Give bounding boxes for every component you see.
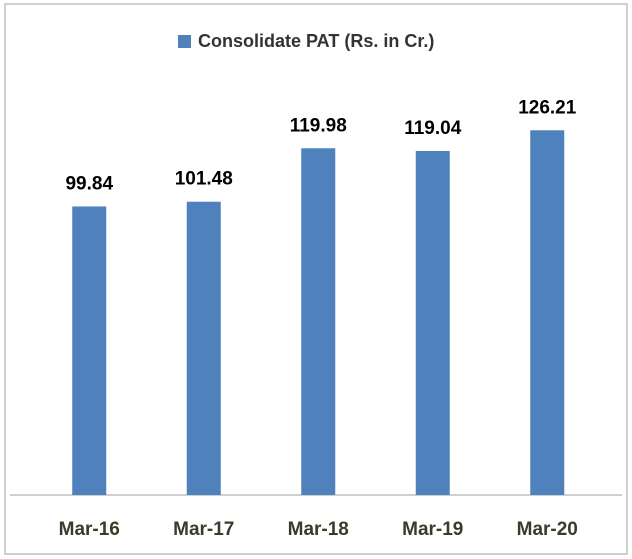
data-label: 99.84 [65, 173, 113, 194]
bar [186, 201, 221, 496]
data-label: 101.48 [175, 169, 233, 190]
x-tick-label: Mar-18 [288, 519, 349, 540]
legend-swatch [178, 35, 191, 48]
x-tick-label: Mar-20 [517, 519, 578, 540]
x-tick-label: Mar-19 [402, 519, 463, 540]
bar [415, 150, 450, 495]
bar [530, 130, 565, 495]
legend-label: Consolidate PAT (Rs. in Cr.) [198, 31, 434, 51]
bar [301, 148, 336, 495]
x-tick-label: Mar-17 [173, 519, 234, 540]
x-tick-label: Mar-16 [59, 519, 120, 540]
data-label: 119.98 [290, 115, 347, 136]
data-label: 126.21 [518, 97, 577, 118]
bar [72, 206, 107, 495]
data-label: 119.04 [404, 118, 461, 139]
